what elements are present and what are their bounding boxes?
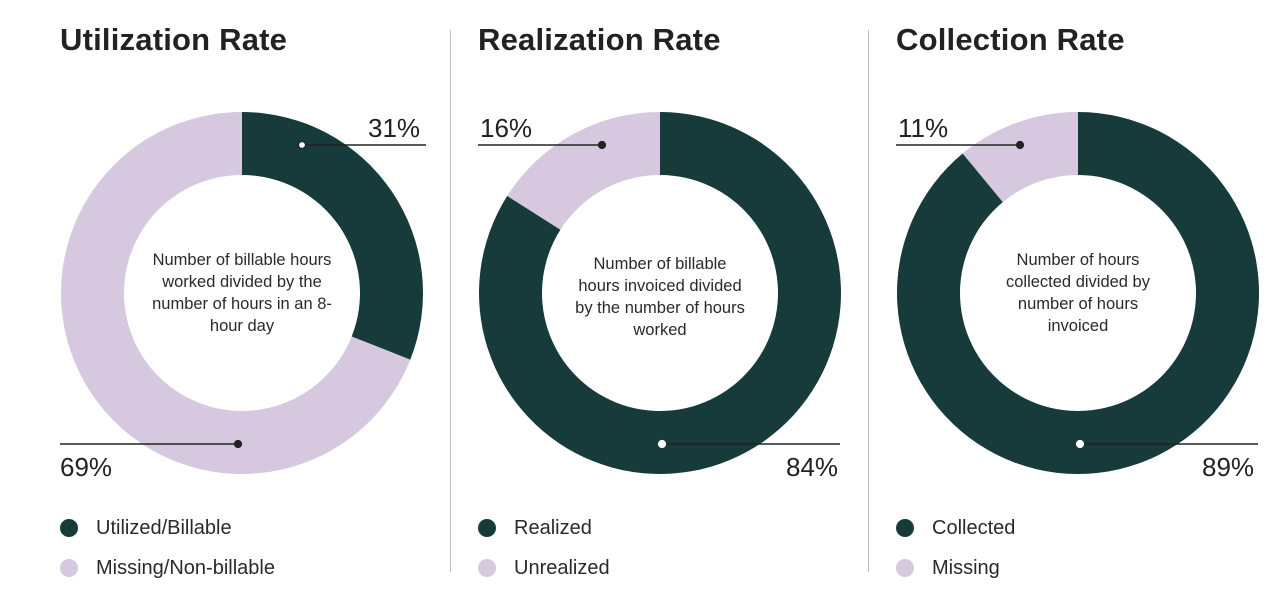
chart-panel-utilization: Utilization Rate Number of billable hour… xyxy=(60,0,460,602)
legend-item-light: Missing xyxy=(896,548,1015,588)
donut-slice-unrealized xyxy=(507,112,660,230)
legend: Collected Missing xyxy=(896,508,1015,588)
donut-chart xyxy=(896,112,1259,474)
legend-label: Missing/Non-billable xyxy=(96,556,275,579)
panel-divider xyxy=(868,30,869,572)
legend-label: Utilized/Billable xyxy=(96,516,232,539)
leader-dot xyxy=(297,140,307,150)
legend-label: Unrealized xyxy=(514,556,610,579)
donut-slice-realized xyxy=(479,112,841,474)
pct-label-dark: 89% xyxy=(1202,452,1255,482)
legend-label: Collected xyxy=(932,516,1016,539)
legend-swatch-light xyxy=(60,559,78,577)
chart-description: Number of billable hours worked divided … xyxy=(152,251,332,335)
legend-label: Missing xyxy=(932,556,1000,579)
donut-slice-utilized-billable xyxy=(242,112,424,360)
pct-label-light: 16% xyxy=(480,113,533,143)
panel-divider xyxy=(450,30,451,572)
pct-label-dark: 31% xyxy=(368,113,421,143)
legend: Realized Unrealized xyxy=(478,508,610,588)
legend-swatch-dark xyxy=(478,519,496,537)
donut-chart xyxy=(60,112,426,475)
pct-label-light: 11% xyxy=(898,113,949,143)
legend-item-dark: Realized xyxy=(478,508,610,548)
chart-title: Realization Rate xyxy=(478,22,721,57)
legend-swatch-light xyxy=(896,559,914,577)
pct-label-dark: 84% xyxy=(786,452,839,482)
donut-slice-collected xyxy=(897,112,1259,474)
chart-title: Utilization Rate xyxy=(60,22,288,57)
legend-item-light: Unrealized xyxy=(478,548,610,588)
chart-panel-collection: Collection Rate Number of hours collecte… xyxy=(896,0,1280,602)
legend-item-dark: Collected xyxy=(896,508,1015,548)
legend-item-light: Missing/Non-billable xyxy=(60,548,275,588)
leader-dot xyxy=(597,140,607,150)
leader-dot xyxy=(1015,140,1025,150)
chart-description: Number of billable hours invoiced divide… xyxy=(575,255,745,339)
donut-chart xyxy=(478,112,841,474)
legend-swatch-dark xyxy=(896,519,914,537)
chart-panel-realization: Realization Rate Number of billable hour… xyxy=(478,0,878,602)
donut-slice-missing xyxy=(962,112,1078,203)
leader-dot xyxy=(1075,439,1085,449)
legend-swatch-light xyxy=(478,559,496,577)
legend-label: Realized xyxy=(514,516,592,539)
chart-title: Collection Rate xyxy=(896,22,1125,57)
legend: Utilized/Billable Missing/Non-billable xyxy=(60,508,275,588)
pct-label-light: 69% xyxy=(60,452,113,482)
donut-slice-missing-non-billable xyxy=(61,112,411,475)
legend-swatch-dark xyxy=(60,519,78,537)
legend-item-dark: Utilized/Billable xyxy=(60,508,275,548)
chart-description: Number of hours collected divided by num… xyxy=(1005,251,1150,335)
leader-dot xyxy=(657,439,667,449)
leader-dot xyxy=(233,439,243,449)
